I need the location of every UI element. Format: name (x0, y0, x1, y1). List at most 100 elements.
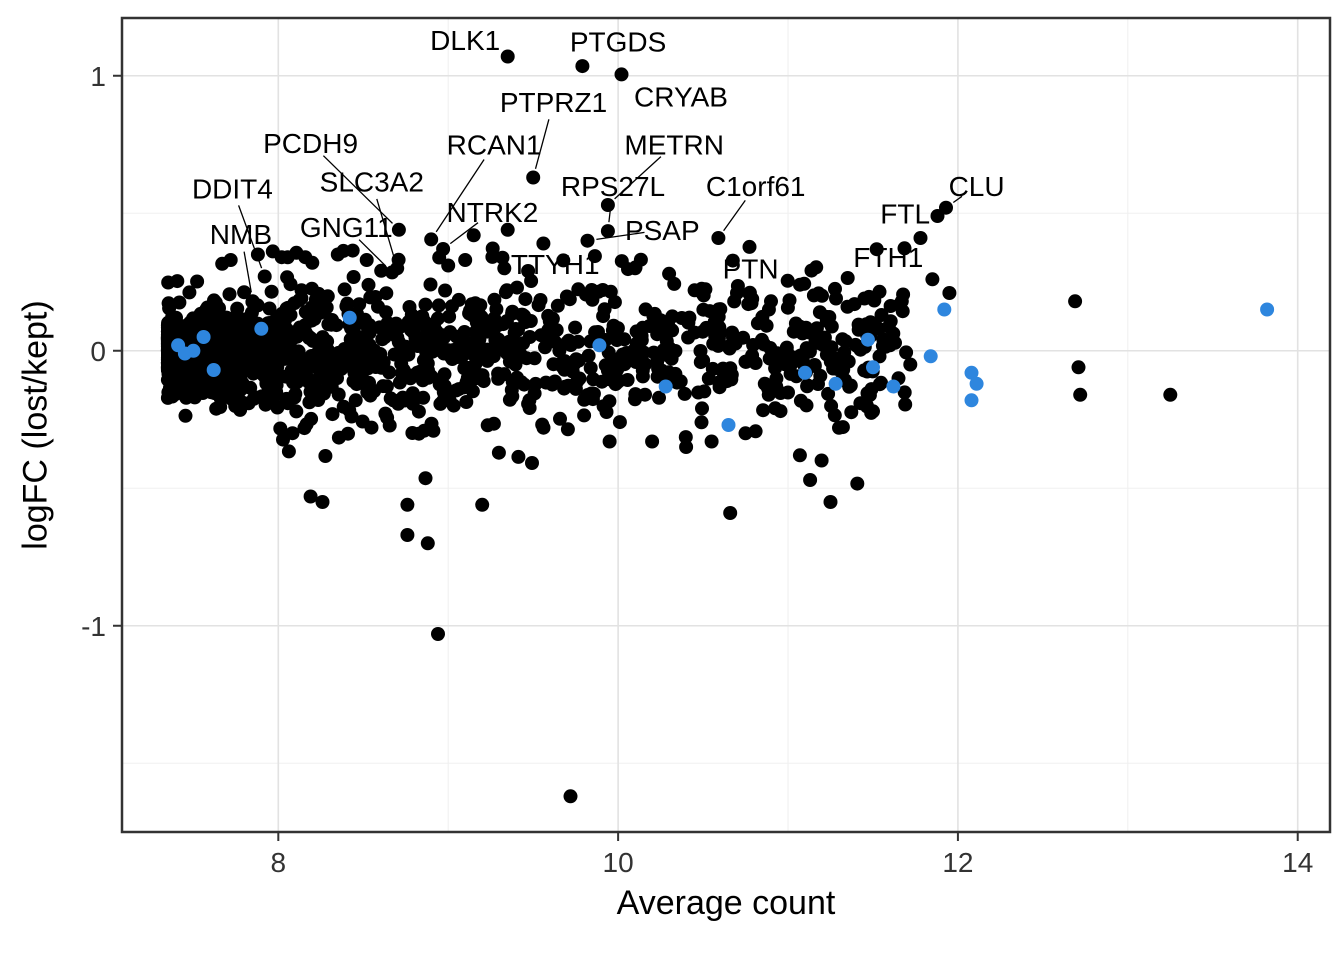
gene-point (711, 231, 726, 245)
data-point (850, 476, 865, 491)
data-point (488, 341, 502, 356)
data-point (553, 411, 567, 426)
highlight-point (886, 379, 901, 394)
data-point (400, 497, 415, 512)
data-point (172, 295, 187, 310)
data-point (418, 471, 433, 486)
data-point (525, 456, 539, 470)
data-point (305, 333, 320, 348)
data-point (463, 364, 478, 378)
data-point (411, 404, 426, 419)
data-point (495, 250, 510, 265)
data-point (883, 338, 897, 353)
highlight-points (171, 302, 1275, 432)
data-point (793, 393, 808, 408)
gene-point (391, 222, 406, 237)
data-point (577, 408, 592, 423)
gene-label: C1orf61 (706, 171, 806, 202)
data-point (346, 270, 361, 284)
gene-label: PCDH9 (263, 128, 358, 159)
data-point (528, 376, 543, 391)
data-point (466, 228, 481, 243)
data-point (809, 260, 824, 275)
data-point (807, 359, 822, 374)
data-point (704, 434, 719, 449)
data-point (814, 453, 829, 468)
data-point (474, 368, 489, 383)
data-point (459, 395, 474, 409)
data-point (527, 351, 542, 366)
data-point (223, 253, 238, 267)
highlight-point (923, 349, 938, 364)
data-point (844, 405, 859, 420)
data-point (628, 261, 643, 276)
data-point (182, 285, 197, 300)
data-point (244, 305, 259, 320)
data-point (401, 347, 416, 362)
data-point (245, 356, 260, 371)
data-point (215, 386, 230, 401)
data-point (840, 271, 855, 285)
data-point (534, 328, 549, 343)
data-point (305, 357, 320, 372)
data-point (508, 322, 523, 336)
gene-point (913, 231, 928, 245)
gene-label: GNG11 (300, 212, 393, 243)
data-point (832, 420, 846, 435)
data-point (400, 528, 415, 542)
data-point (502, 354, 517, 369)
data-point (178, 321, 193, 336)
data-point (550, 298, 565, 313)
data-point (815, 288, 829, 303)
data-point (178, 408, 193, 423)
data-point (596, 309, 611, 324)
data-point (638, 357, 653, 372)
data-point (281, 444, 296, 459)
data-point (272, 309, 287, 324)
data-point (662, 341, 677, 356)
data-point (548, 334, 562, 349)
data-point (423, 277, 438, 292)
data-point (263, 354, 278, 368)
data-point (783, 359, 797, 374)
data-point (287, 390, 302, 405)
data-point (379, 286, 394, 301)
data-point (628, 392, 642, 407)
gene-label: PTPRZ1 (500, 87, 607, 118)
data-point (602, 434, 617, 449)
gene-point (536, 236, 551, 251)
data-point (315, 495, 330, 509)
data-point (454, 350, 469, 364)
data-point (420, 536, 435, 551)
data-point (514, 307, 529, 322)
data-point (262, 365, 277, 380)
gene-point (500, 49, 515, 64)
data-point (722, 341, 737, 356)
data-point (243, 380, 258, 395)
data-point (514, 348, 529, 363)
data-point (542, 314, 557, 329)
data-point (883, 299, 898, 313)
data-point (355, 414, 370, 429)
data-point (367, 343, 382, 358)
data-point (572, 371, 587, 386)
data-point (305, 255, 320, 270)
gene-label: PSAP (625, 215, 700, 246)
data-point (500, 222, 515, 237)
data-point (433, 396, 448, 411)
data-point (693, 355, 708, 370)
data-point (351, 360, 366, 375)
data-point (220, 356, 235, 371)
data-point (874, 308, 889, 322)
data-point (691, 385, 706, 400)
data-point (769, 371, 784, 386)
data-point (652, 390, 666, 405)
y-axis-title: logFC (lost/kept) (16, 300, 55, 550)
highlight-point (186, 343, 201, 358)
gene-point (925, 272, 940, 287)
data-point (437, 330, 452, 345)
data-point (1073, 387, 1088, 402)
gene-label: DDIT4 (192, 174, 273, 205)
data-point (678, 430, 693, 445)
x-axis-ticks: 8 10 12 14 (271, 832, 1313, 878)
